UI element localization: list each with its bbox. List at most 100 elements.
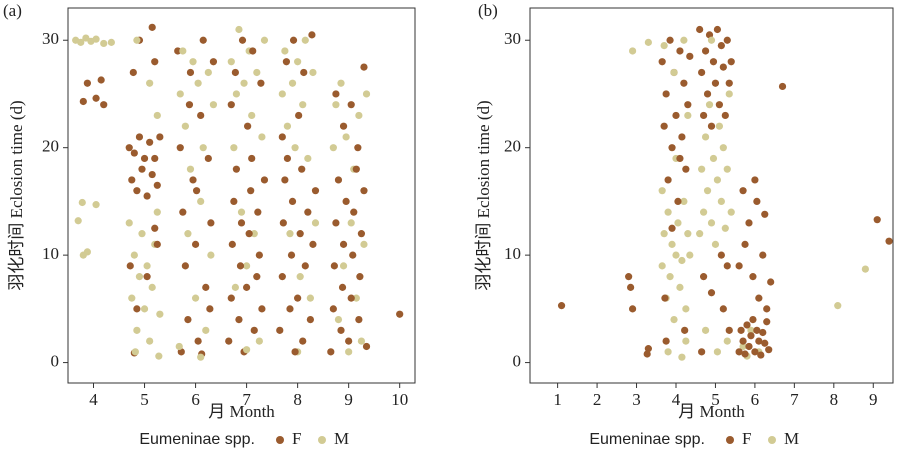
data-point [295, 111, 303, 120]
y-tick-label: 30 [42, 29, 59, 48]
data-point [700, 208, 708, 216]
data-point [360, 187, 368, 195]
data-point [668, 144, 676, 152]
data-point [741, 240, 749, 248]
data-point [254, 208, 262, 216]
x-tick-label: 8 [293, 390, 302, 409]
data-point [204, 68, 212, 77]
data-point [294, 58, 302, 66]
data-point [155, 352, 163, 360]
legend-swatch [318, 436, 326, 444]
data-point [194, 337, 202, 345]
panel-label: (b) [478, 1, 498, 20]
data-point [288, 79, 297, 87]
data-point [676, 47, 684, 55]
x-tick-label: 3 [632, 390, 641, 409]
data-point [741, 350, 749, 358]
data-point [186, 68, 195, 77]
data-point [739, 342, 747, 351]
data-point [727, 58, 735, 66]
data-point [834, 302, 842, 310]
data-point [345, 348, 353, 356]
data-point [286, 305, 294, 313]
data-point [283, 122, 292, 130]
data-point [287, 251, 296, 259]
data-point [153, 240, 161, 248]
data-point [684, 111, 692, 120]
data-point [342, 197, 350, 206]
data-point [709, 58, 718, 66]
data-point [396, 310, 404, 318]
legend-title: Eumeninae spp. [139, 431, 255, 448]
data-point [146, 337, 154, 345]
data-point [202, 283, 210, 291]
data-point [332, 90, 340, 98]
data-point [644, 38, 652, 46]
data-point [278, 90, 286, 98]
data-point [248, 111, 256, 120]
data-point [235, 25, 243, 34]
data-point [209, 58, 218, 66]
data-point [207, 251, 215, 259]
y-tick-label: 20 [504, 137, 521, 156]
data-point [148, 23, 156, 31]
data-point [717, 251, 725, 259]
data-point [126, 262, 134, 270]
data-point [761, 339, 769, 347]
data-point [243, 283, 251, 291]
data-point [753, 326, 761, 334]
data-point [151, 58, 159, 66]
data-point [757, 351, 765, 359]
data-point [327, 348, 335, 356]
data-point [360, 63, 368, 71]
data-point [184, 316, 192, 324]
data-point [723, 337, 731, 345]
data-point [257, 79, 265, 87]
data-point [253, 68, 261, 77]
data-point [306, 294, 314, 302]
data-point [130, 251, 138, 259]
y-tick-label: 30 [504, 29, 521, 48]
data-point [680, 197, 688, 206]
y-tick-label: 20 [42, 137, 59, 156]
data-point [628, 47, 637, 55]
data-point [767, 278, 775, 286]
data-point [128, 294, 136, 302]
plot-frame [529, 7, 894, 384]
data-point [189, 58, 197, 66]
y-tick-label: 0 [513, 351, 522, 370]
data-point [735, 348, 743, 356]
y-tick-label: 0 [51, 351, 60, 370]
data-point [701, 133, 710, 141]
data-point [680, 36, 688, 44]
data-point [92, 94, 100, 102]
data-point [861, 265, 869, 273]
data-point [352, 165, 360, 173]
data-point [759, 251, 767, 259]
data-point [707, 122, 716, 130]
data-point [202, 326, 210, 334]
data-point [701, 47, 710, 55]
data-point [306, 316, 314, 324]
data-point [146, 79, 154, 87]
data-point [133, 326, 141, 334]
legend-title: Eumeninae spp. [589, 431, 705, 448]
data-point [701, 326, 710, 334]
data-point [194, 79, 202, 87]
data-point [236, 262, 245, 270]
data-point [174, 47, 182, 55]
data-point [698, 68, 706, 77]
data-point [761, 210, 769, 218]
data-point [662, 337, 670, 345]
data-point [107, 38, 115, 46]
data-point [301, 262, 309, 270]
data-point [670, 68, 678, 77]
data-point [705, 101, 714, 109]
data-point [751, 348, 759, 356]
data-point [755, 337, 763, 345]
data-point [186, 165, 195, 173]
data-point [763, 318, 771, 326]
data-point [133, 36, 141, 44]
data-point [737, 326, 745, 334]
